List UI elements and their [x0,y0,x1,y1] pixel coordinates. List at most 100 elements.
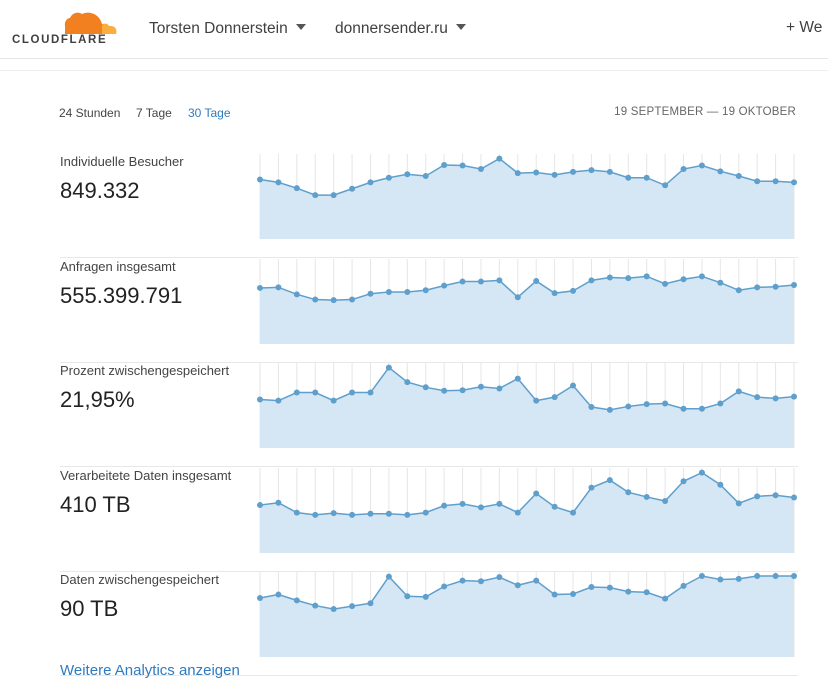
data-point[interactable] [698,162,705,169]
data-point[interactable] [367,389,374,396]
data-point[interactable] [441,161,448,168]
data-point[interactable] [330,397,337,404]
data-point[interactable] [367,179,374,186]
data-point[interactable] [606,168,613,175]
data-point[interactable] [385,174,392,181]
data-point[interactable] [754,178,761,185]
data-point[interactable] [293,185,300,192]
data-point[interactable] [275,397,282,404]
data-point[interactable] [533,397,540,404]
data-point[interactable] [422,593,429,600]
data-point[interactable] [791,179,797,186]
data-point[interactable] [459,577,466,584]
data-point[interactable] [477,504,484,511]
data-point[interactable] [643,493,650,500]
data-point[interactable] [533,169,540,176]
data-point[interactable] [496,385,503,392]
data-point[interactable] [293,291,300,298]
data-point[interactable] [625,174,632,181]
data-point[interactable] [570,287,577,294]
data-point[interactable] [625,275,632,282]
data-point[interactable] [514,294,521,301]
data-point[interactable] [496,500,503,507]
data-point[interactable] [717,576,724,583]
data-point[interactable] [496,277,503,284]
data-point[interactable] [625,403,632,410]
data-point[interactable] [570,382,577,389]
data-point[interactable] [551,394,558,401]
data-point[interactable] [312,192,319,199]
data-point[interactable] [477,383,484,390]
data-point[interactable] [404,289,411,295]
data-point[interactable] [349,603,356,610]
data-point[interactable] [643,589,650,596]
data-point[interactable] [662,182,669,189]
data-point[interactable] [275,499,282,506]
data-point[interactable] [735,388,742,395]
data-point[interactable] [349,389,356,396]
data-point[interactable] [754,573,761,579]
data-point[interactable] [772,283,779,290]
data-point[interactable] [772,178,779,185]
data-point[interactable] [293,389,300,396]
data-point[interactable] [275,591,282,598]
data-point[interactable] [514,509,521,516]
data-point[interactable] [257,502,263,509]
data-point[interactable] [441,583,448,590]
data-point[interactable] [312,602,319,609]
data-point[interactable] [330,510,337,517]
data-point[interactable] [551,171,558,178]
data-point[interactable] [422,172,429,179]
data-point[interactable] [441,387,448,394]
data-point[interactable] [662,400,669,407]
cloudflare-logo[interactable] [10,8,122,50]
data-point[interactable] [680,582,687,589]
data-point[interactable] [496,574,503,581]
data-point[interactable] [330,192,337,199]
data-point[interactable] [367,510,374,517]
data-point[interactable] [680,405,687,412]
data-point[interactable] [404,379,411,386]
data-point[interactable] [717,279,724,286]
data-point[interactable] [772,573,779,579]
site-dropdown[interactable]: donnersender.ru [335,20,466,38]
data-point[interactable] [570,509,577,516]
data-point[interactable] [533,577,540,584]
data-point[interactable] [312,511,319,518]
data-point[interactable] [735,500,742,507]
data-point[interactable] [791,573,797,579]
data-point[interactable] [514,375,521,382]
data-point[interactable] [459,278,466,285]
data-point[interactable] [588,484,595,491]
data-point[interactable] [570,168,577,175]
data-point[interactable] [441,502,448,509]
more-analytics-link[interactable]: Weitere Analytics anzeigen [60,662,240,679]
data-point[interactable] [385,573,392,580]
data-point[interactable] [404,171,411,178]
data-point[interactable] [257,595,263,602]
data-point[interactable] [662,595,669,602]
data-point[interactable] [662,280,669,287]
data-point[interactable] [404,511,411,518]
data-point[interactable] [330,606,337,613]
data-point[interactable] [698,273,705,280]
data-point[interactable] [643,273,650,280]
data-point[interactable] [459,162,466,169]
account-dropdown[interactable]: Torsten Donnerstein [149,20,306,38]
add-site-button[interactable]: + We [786,19,823,36]
data-point[interactable] [735,287,742,294]
data-point[interactable] [385,510,392,517]
data-point[interactable] [717,168,724,175]
data-point[interactable] [422,287,429,294]
data-point[interactable] [680,478,687,485]
data-point[interactable] [422,384,429,391]
data-point[interactable] [257,284,263,291]
data-point[interactable] [257,176,263,183]
data-point[interactable] [477,578,484,585]
data-point[interactable] [257,396,263,403]
data-point[interactable] [791,282,797,289]
data-point[interactable] [312,296,319,303]
data-point[interactable] [588,167,595,174]
data-point[interactable] [514,582,521,589]
data-point[interactable] [293,597,300,604]
